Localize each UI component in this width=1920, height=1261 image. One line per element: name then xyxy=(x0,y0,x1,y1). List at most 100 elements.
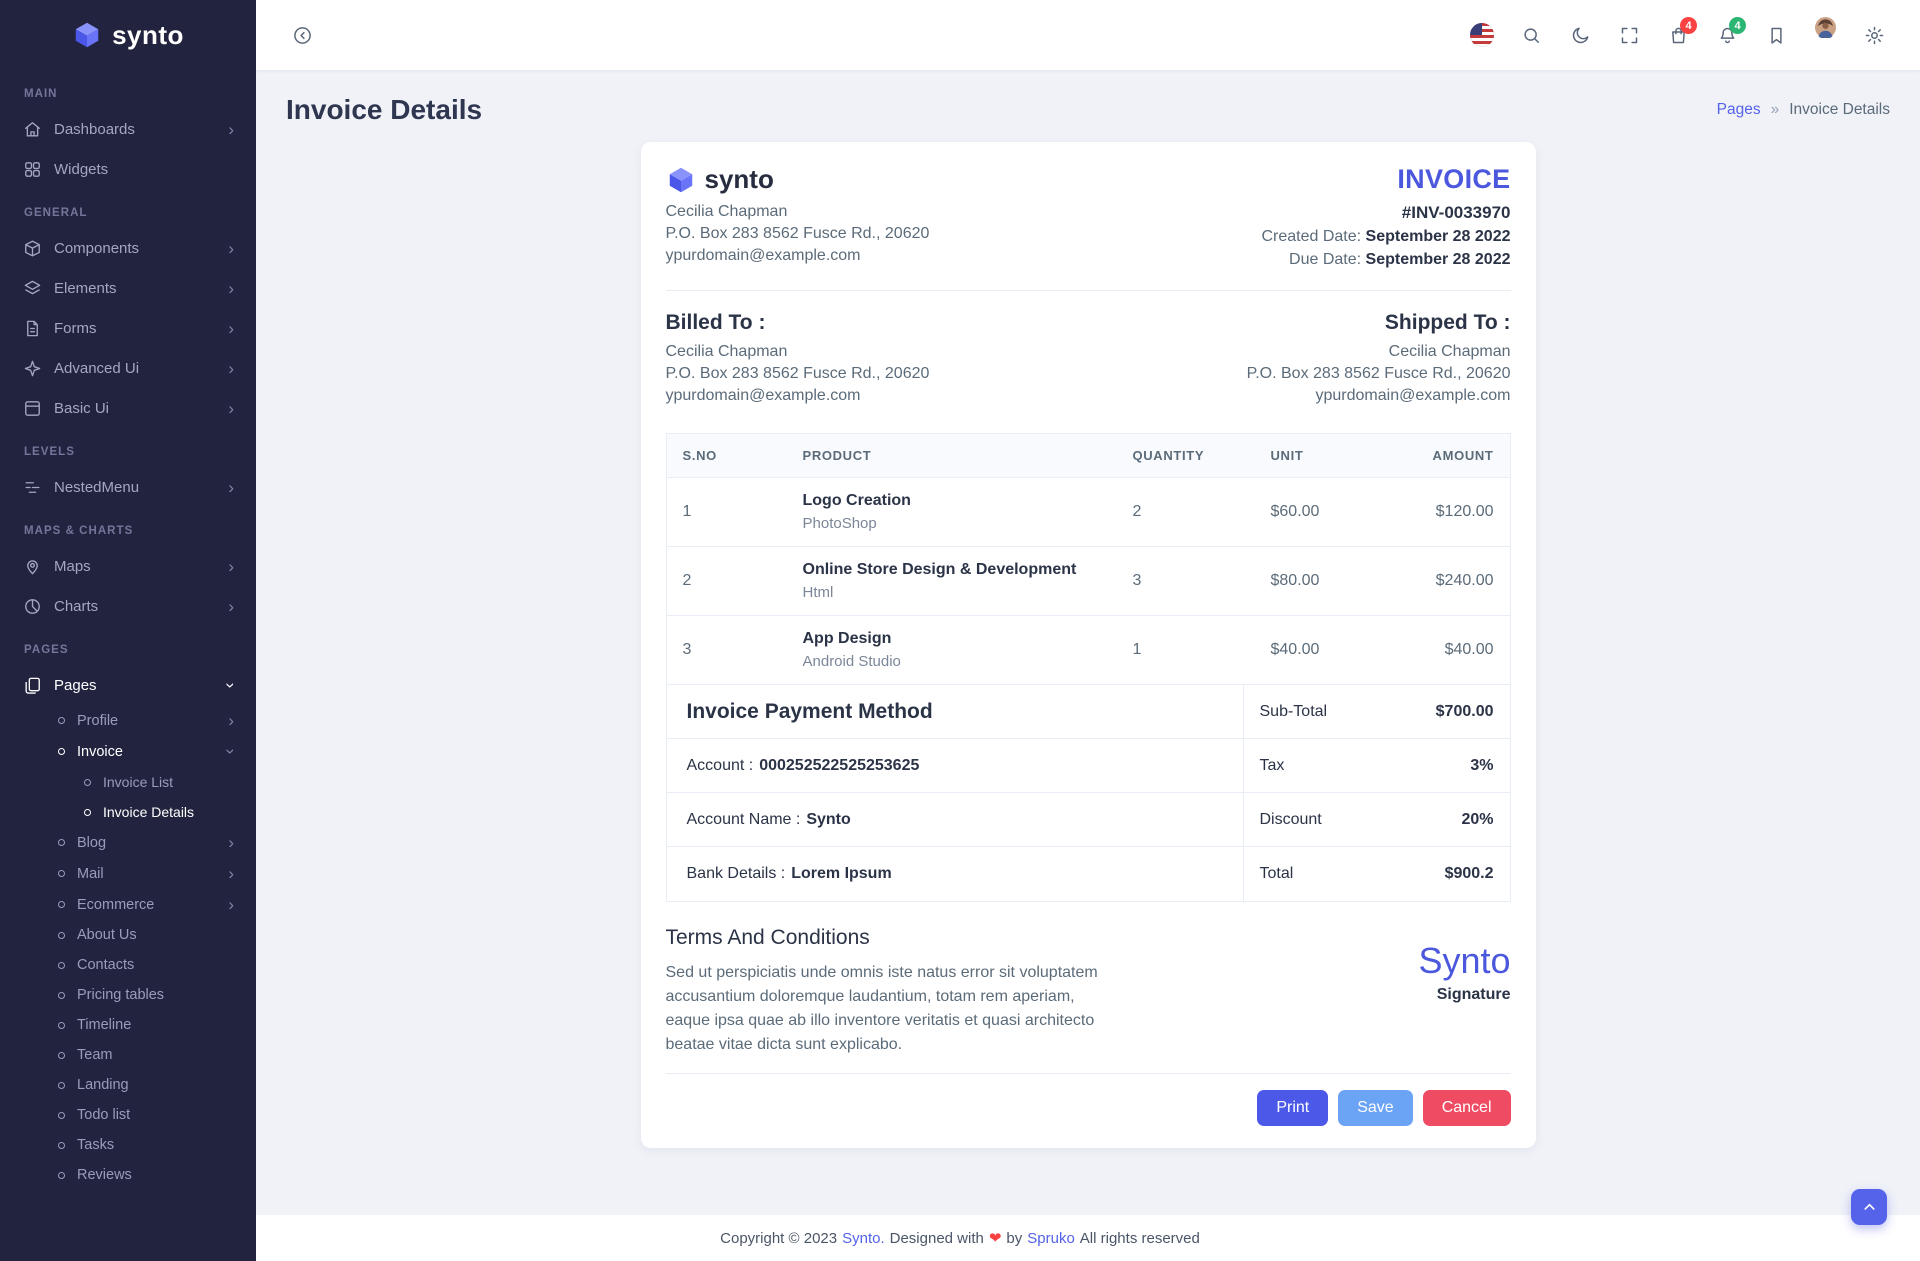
sidebar-item-reviews[interactable]: Reviews xyxy=(0,1160,256,1190)
sidebar-item-maps[interactable]: Maps › xyxy=(0,546,256,586)
breadcrumb-pages-link[interactable]: Pages xyxy=(1716,101,1761,118)
breadcrumb-separator: » xyxy=(1770,101,1780,118)
chevron-right-icon: › xyxy=(228,358,234,378)
bullet-icon xyxy=(58,991,65,999)
cancel-button[interactable]: Cancel xyxy=(1422,1090,1511,1126)
pages-icon xyxy=(22,675,42,695)
section-label-maps-charts: MAPS & CHARTS xyxy=(24,525,134,537)
sidebar-item-timeline[interactable]: Timeline xyxy=(0,1010,256,1040)
bullet-icon xyxy=(58,717,65,724)
footer-spruko-link[interactable]: Spruko xyxy=(1027,1229,1075,1247)
col-sno: S.NO xyxy=(666,434,787,478)
sidebar: synto MAIN Dashboards › Widgets GENERAL … xyxy=(0,0,256,1261)
section-label-general: GENERAL xyxy=(24,207,88,219)
col-unit: UNIT xyxy=(1254,434,1377,478)
footer-synto-link[interactable]: Synto. xyxy=(842,1229,885,1247)
invoice-created-date: Created Date: September 28 2022 xyxy=(1261,228,1511,245)
bullet-icon xyxy=(58,931,65,939)
sidebar-item-todo-list[interactable]: Todo list xyxy=(0,1100,256,1130)
product-detail: Android Studio xyxy=(802,653,901,670)
print-button[interactable]: Print xyxy=(1257,1090,1329,1126)
discount-row: Discount 20% xyxy=(1243,793,1510,847)
sidebar-item-contacts[interactable]: Contacts xyxy=(0,950,256,980)
bullet-icon xyxy=(58,748,65,755)
bell-icon xyxy=(1720,27,1734,43)
sidebar-item-nestedmenu[interactable]: NestedMenu › xyxy=(0,467,256,507)
bullet-icon xyxy=(84,808,91,816)
signature-name: Synto xyxy=(1418,940,1511,981)
shipped-to-title: Shipped To : xyxy=(1384,311,1511,334)
gear-icon xyxy=(1865,26,1883,44)
sidebar-item-pages[interactable]: Pages › xyxy=(0,665,256,705)
sidebar-item-charts[interactable]: Charts › xyxy=(0,586,256,626)
fullscreen-button[interactable] xyxy=(1609,15,1649,55)
sidebar-item-ecommerce[interactable]: Ecommerce › xyxy=(0,889,256,920)
sidebar-toggle-icon xyxy=(293,26,311,44)
home-icon xyxy=(22,119,42,139)
sidebar-item-team[interactable]: Team xyxy=(0,1040,256,1070)
from-name: Cecilia Chapman xyxy=(665,203,788,220)
sidebar-item-basic-ui[interactable]: Basic Ui › xyxy=(0,388,256,428)
sidebar-item-advanced-ui[interactable]: Advanced Ui › xyxy=(0,348,256,388)
sidebar-item-invoice-list[interactable]: Invoice List xyxy=(0,767,256,797)
sidebar-item-tasks[interactable]: Tasks xyxy=(0,1130,256,1160)
bullet-icon xyxy=(58,839,65,846)
bookmark-button[interactable] xyxy=(1756,15,1796,55)
sidebar-item-about-us[interactable]: About Us xyxy=(0,920,256,950)
pie-chart-icon xyxy=(22,596,42,616)
invoice-due-date: Due Date: September 28 2022 xyxy=(1289,251,1511,268)
cart-button[interactable]: 4 xyxy=(1658,15,1698,55)
chevron-right-icon: › xyxy=(228,596,234,616)
chevron-right-icon: › xyxy=(228,318,234,338)
sidebar-item-invoice[interactable]: Invoice › xyxy=(0,736,256,767)
topbar: 4 4 xyxy=(256,0,1920,70)
page-content: Invoice Details Pages » Invoice Details xyxy=(256,70,1920,1215)
sidebar-item-landing[interactable]: Landing xyxy=(0,1070,256,1100)
from-address: P.O. Box 283 8562 Fusce Rd., 20620 xyxy=(665,225,930,242)
table-header-row: S.NO PRODUCT QUANTITY UNIT AMOUNT xyxy=(666,434,1510,478)
cart-badge: 4 xyxy=(1680,17,1697,34)
sidebar-item-blog[interactable]: Blog › xyxy=(0,827,256,858)
profile-button[interactable] xyxy=(1805,15,1845,55)
language-flag-button[interactable] xyxy=(1462,15,1502,55)
totals-block: Sub-Total $700.00 Tax 3% Discount 20% xyxy=(1242,685,1510,901)
invoice-from: synto Cecilia Chapman P.O. Box 283 8562 … xyxy=(666,164,930,269)
brand-logo[interactable]: synto xyxy=(0,0,256,70)
bank-details-row: Bank Details : Lorem Ipsum xyxy=(686,865,892,882)
sidebar-item-elements[interactable]: Elements › xyxy=(0,268,256,308)
sidebar-item-profile[interactable]: Profile › xyxy=(0,705,256,736)
save-button[interactable]: Save xyxy=(1338,1090,1413,1126)
sidebar-item-components[interactable]: Components › xyxy=(0,228,256,268)
sidebar-item-forms[interactable]: Forms › xyxy=(0,308,256,348)
table-row: 2 Online Store Design & Development Html… xyxy=(666,546,1510,616)
total-row: Total $900.2 xyxy=(1259,865,1494,882)
sidebar-item-dashboards[interactable]: Dashboards › xyxy=(0,109,256,149)
from-email: ypurdomain@example.com xyxy=(665,247,861,264)
sidebar-nav: MAIN Dashboards › Widgets GENERAL Compon… xyxy=(0,70,256,1190)
sidebar-toggle-button[interactable] xyxy=(282,15,322,55)
product-detail: Html xyxy=(802,584,834,601)
dark-mode-button[interactable] xyxy=(1560,15,1600,55)
invoice-items-section: S.NO PRODUCT QUANTITY UNIT AMOUNT 1 xyxy=(665,433,1511,902)
settings-button[interactable] xyxy=(1854,15,1894,55)
divider xyxy=(665,1073,1511,1074)
bullet-icon xyxy=(58,1051,65,1059)
sidebar-item-widgets[interactable]: Widgets xyxy=(0,149,256,189)
scroll-to-top-button[interactable] xyxy=(1851,1189,1887,1225)
components-icon xyxy=(22,238,42,258)
bullet-icon xyxy=(58,961,65,969)
sidebar-item-mail[interactable]: Mail › xyxy=(0,858,256,889)
chevron-right-icon: › xyxy=(228,238,234,258)
invoice-actions: Print Save Cancel xyxy=(666,1090,1511,1126)
signature-block: Synto Signature xyxy=(1418,926,1510,1057)
sidebar-item-pricing-tables[interactable]: Pricing tables xyxy=(0,980,256,1010)
sidebar-item-invoice-details[interactable]: Invoice Details xyxy=(0,797,256,827)
bullet-icon xyxy=(58,1141,65,1149)
invoice-header: synto Cecilia Chapman P.O. Box 283 8562 … xyxy=(666,164,1511,274)
search-button[interactable] xyxy=(1511,15,1551,55)
notifications-button[interactable]: 4 xyxy=(1707,15,1747,55)
chevron-right-icon: › xyxy=(228,119,234,139)
chevron-right-icon: › xyxy=(228,895,234,914)
terms-text: Sed ut perspiciatis unde omnis iste natu… xyxy=(665,964,1098,1053)
